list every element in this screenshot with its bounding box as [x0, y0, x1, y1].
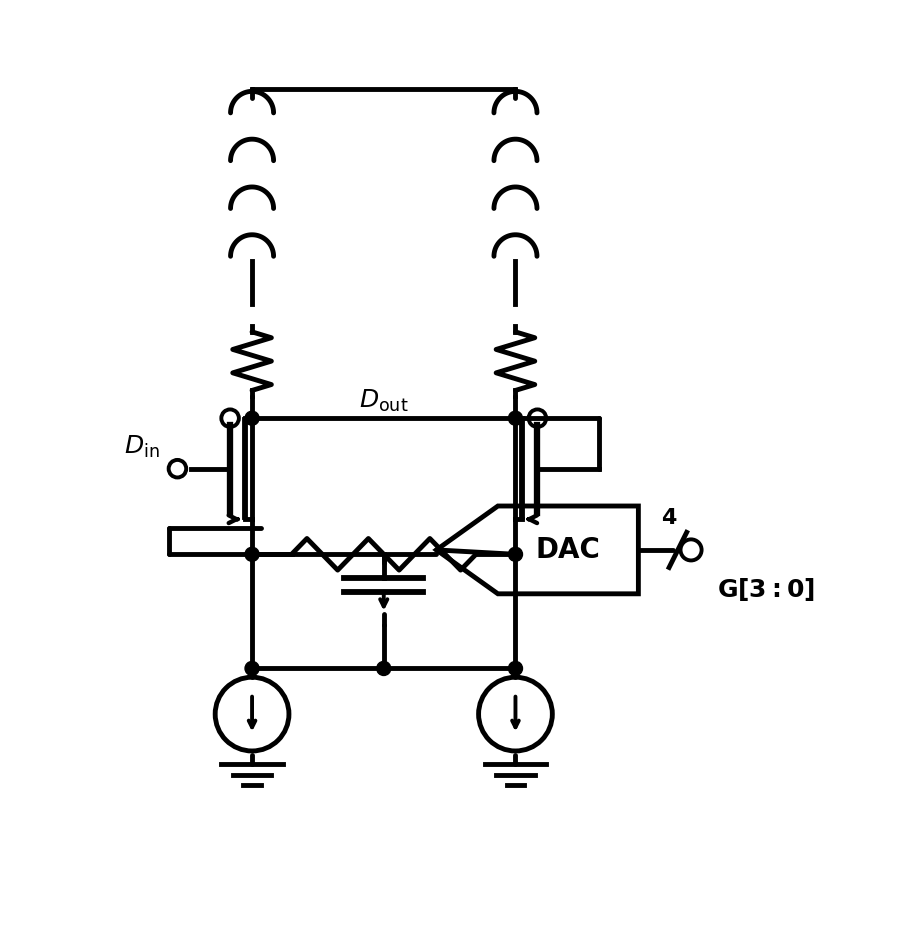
- Circle shape: [508, 411, 522, 425]
- Circle shape: [508, 548, 522, 562]
- Text: DAC: DAC: [536, 536, 600, 564]
- Circle shape: [245, 661, 259, 675]
- Text: $D_\mathrm{out}$: $D_\mathrm{out}$: [359, 387, 409, 414]
- Text: 4: 4: [661, 508, 676, 528]
- Circle shape: [245, 411, 259, 425]
- Circle shape: [245, 548, 259, 562]
- Text: $\mathbf{G[3:0]}$: $\mathbf{G[3:0]}$: [717, 577, 815, 604]
- Circle shape: [508, 661, 522, 675]
- Circle shape: [377, 661, 390, 675]
- Text: $D_\mathrm{in}$: $D_\mathrm{in}$: [124, 434, 160, 460]
